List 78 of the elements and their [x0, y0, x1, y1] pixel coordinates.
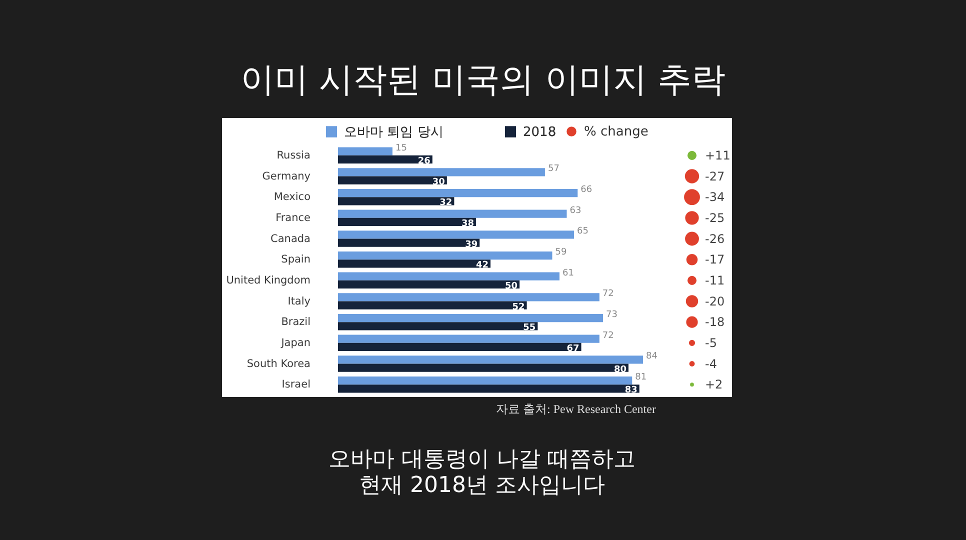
bar [338, 218, 476, 226]
y-tick-label: Italy [288, 295, 310, 308]
y-tick-label: Spain [281, 254, 310, 266]
data-label: 72 [602, 289, 614, 300]
data-label: 30 [432, 177, 445, 188]
bar [338, 272, 560, 280]
bar [338, 238, 480, 247]
data-label: 50 [505, 281, 518, 292]
bar [338, 322, 538, 330]
data-label: -4 [705, 356, 717, 371]
data-label: 81 [635, 372, 647, 383]
bar [338, 376, 632, 385]
y-tick-label: United Kingdom [226, 274, 310, 286]
data-label: 63 [570, 206, 582, 216]
data-label: 84 [646, 352, 658, 362]
data-label: -18 [705, 315, 725, 330]
data-label: 73 [606, 310, 618, 320]
bar [338, 342, 582, 352]
bar [338, 155, 432, 164]
data-label: +2 [705, 378, 723, 392]
data-label: 80 [614, 364, 626, 375]
text: 오바마 대통령이 나갈 때쯤하고 현재 2018년 조사입니다 [328, 447, 636, 498]
legend-label: 2018 [523, 124, 556, 140]
bar [338, 334, 600, 343]
y-tick-label: Japan [280, 336, 310, 349]
data-label: 42 [476, 260, 488, 271]
data-label: -26 [705, 232, 725, 246]
data-label: -34 [705, 190, 725, 204]
bar [338, 293, 600, 302]
bar [338, 260, 490, 268]
chart-title: 이미 시작된 미국의 이미지 추락 [240, 60, 726, 100]
data-label: 65 [577, 226, 588, 237]
data-label: 57 [548, 164, 560, 174]
data-label: 67 [566, 344, 580, 354]
data-label: 72 [602, 330, 614, 341]
bar [338, 251, 552, 260]
data-label: 59 [555, 248, 567, 258]
bar [338, 301, 527, 310]
y-tick-label: Brazil [281, 316, 310, 328]
y-tick-label: Germany [262, 170, 310, 182]
bar [338, 230, 574, 239]
data-label: +11 [705, 148, 730, 162]
data-label: 83 [624, 386, 638, 396]
data-label: 15 [395, 143, 407, 154]
data-label: 39 [465, 240, 478, 250]
data-label: 38 [461, 218, 474, 229]
data-label: -25 [705, 210, 725, 225]
data-label: 26 [418, 156, 430, 166]
data-label: 55 [523, 323, 536, 334]
bar [338, 188, 578, 198]
y-tick-label: Canada [270, 232, 310, 245]
bar [338, 356, 643, 364]
y-tick-label: Russia [276, 149, 310, 162]
y-tick-label: Israel [282, 378, 310, 391]
data-label: -27 [705, 169, 725, 184]
data-label: -20 [705, 294, 725, 308]
bar [338, 210, 567, 218]
bar [338, 168, 545, 176]
bar [338, 364, 628, 372]
data-label: -5 [705, 336, 717, 350]
y-tick-label: Mexico [274, 191, 310, 204]
data-label: 61 [562, 268, 574, 278]
bar [338, 147, 392, 156]
legend-label: 오바마 퇴임 당시 [344, 124, 444, 140]
bar [338, 314, 604, 322]
bar [338, 280, 520, 289]
bar [338, 176, 447, 184]
data-label: -11 [705, 273, 725, 288]
y-tick-label: South Korea [246, 358, 310, 370]
data-label: 32 [440, 198, 452, 208]
data-label: 52 [512, 302, 525, 312]
data-label: 66 [580, 185, 592, 196]
bar [338, 384, 640, 393]
text: 자료 출처: Pew Research Center [496, 402, 656, 416]
bar [338, 197, 454, 206]
data-label: -17 [705, 252, 725, 267]
y-tick-label: France [276, 212, 310, 224]
legend-label: % change [584, 124, 648, 140]
